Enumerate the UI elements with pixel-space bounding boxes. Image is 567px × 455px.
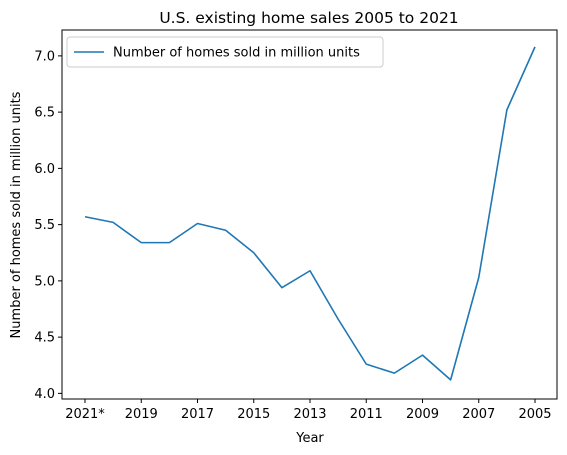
series-layer: [84, 46, 536, 381]
legend-box: [66, 36, 384, 68]
chart-title: U.S. existing home sales 2005 to 2021: [159, 9, 458, 27]
y-tick-label: 7.0: [34, 49, 55, 64]
x-tick-label: 2017: [181, 407, 214, 422]
x-tick-label: 2021*: [65, 407, 105, 422]
y-tick-label: 6.5: [34, 106, 55, 121]
x-tick-label: 2005: [518, 407, 551, 422]
x-tick-label: 2015: [237, 407, 270, 422]
x-tick-label: 2019: [125, 407, 158, 422]
y-tick-label: 5.5: [34, 218, 55, 233]
legend-label: Number of homes sold in million units: [113, 46, 360, 61]
x-tick-label: 2011: [350, 407, 383, 422]
series-line: [84, 46, 536, 381]
y-tick-label: 4.5: [34, 331, 55, 346]
x-tick-label: 2009: [406, 407, 439, 422]
x-tick-label: 2007: [462, 407, 495, 422]
y-tick-label: 4.0: [34, 387, 55, 402]
y-axis: 4.0 4.5 5.0 5.5 6.0 6.5 7.0: [34, 49, 62, 402]
x-axis-title: Year: [295, 431, 324, 446]
x-axis: 2021* 2019 2017 2015 2013 2011 2009 2007 2005: [65, 399, 552, 422]
legend: Number of homes sold in million units: [66, 36, 384, 68]
x-tick-label: 2013: [293, 407, 326, 422]
y-axis-title: Number of homes sold in million units: [9, 91, 24, 338]
y-tick-label: 5.0: [34, 274, 55, 289]
plot-area: [61, 29, 558, 400]
y-tick-label: 6.0: [34, 162, 55, 177]
